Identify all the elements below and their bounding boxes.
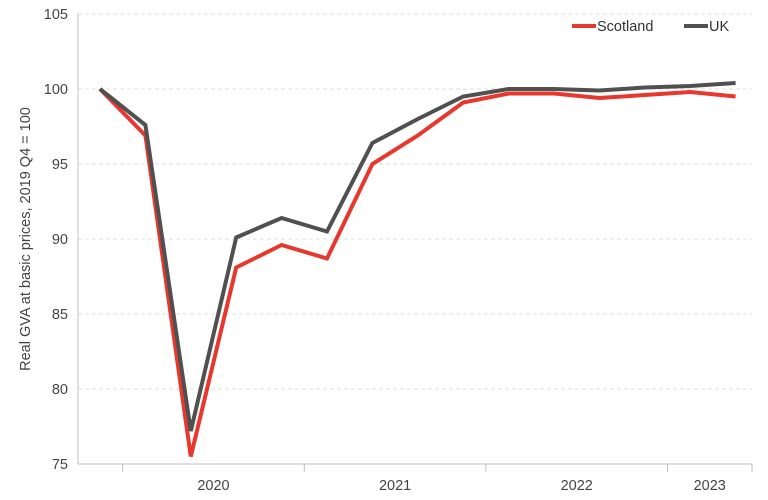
gridlines: [78, 13, 752, 390]
legend-label-uk: UK: [709, 19, 729, 35]
series-line-uk: [98, 81, 736, 432]
y-tick-label: 80: [52, 382, 68, 398]
series-lines: [98, 81, 736, 457]
x-axis: 2020 2021 2022 2023: [77, 14, 753, 494]
legend-label-scotland: Scotland: [597, 19, 653, 35]
y-tick-label: 100: [44, 82, 68, 98]
y-tick-label: 85: [52, 307, 68, 323]
y-tick-label: 105: [44, 7, 68, 23]
x-tick-label: 2020: [197, 478, 229, 494]
legend: Scotland UK: [572, 19, 729, 35]
x-tick-label: 2023: [694, 478, 726, 494]
x-tick-label: 2021: [379, 478, 411, 494]
y-tick-label: 75: [52, 457, 68, 473]
x-tick-label: 2022: [561, 478, 593, 494]
y-axis-ticks: 75 80 85 90 95 100 105: [44, 7, 68, 473]
series-line-scotland: [98, 87, 736, 457]
y-axis-title: Real GVA at basic prices, 2019 Q4 = 100: [18, 107, 34, 371]
y-tick-label: 95: [52, 157, 68, 173]
y-tick-label: 90: [52, 232, 68, 248]
